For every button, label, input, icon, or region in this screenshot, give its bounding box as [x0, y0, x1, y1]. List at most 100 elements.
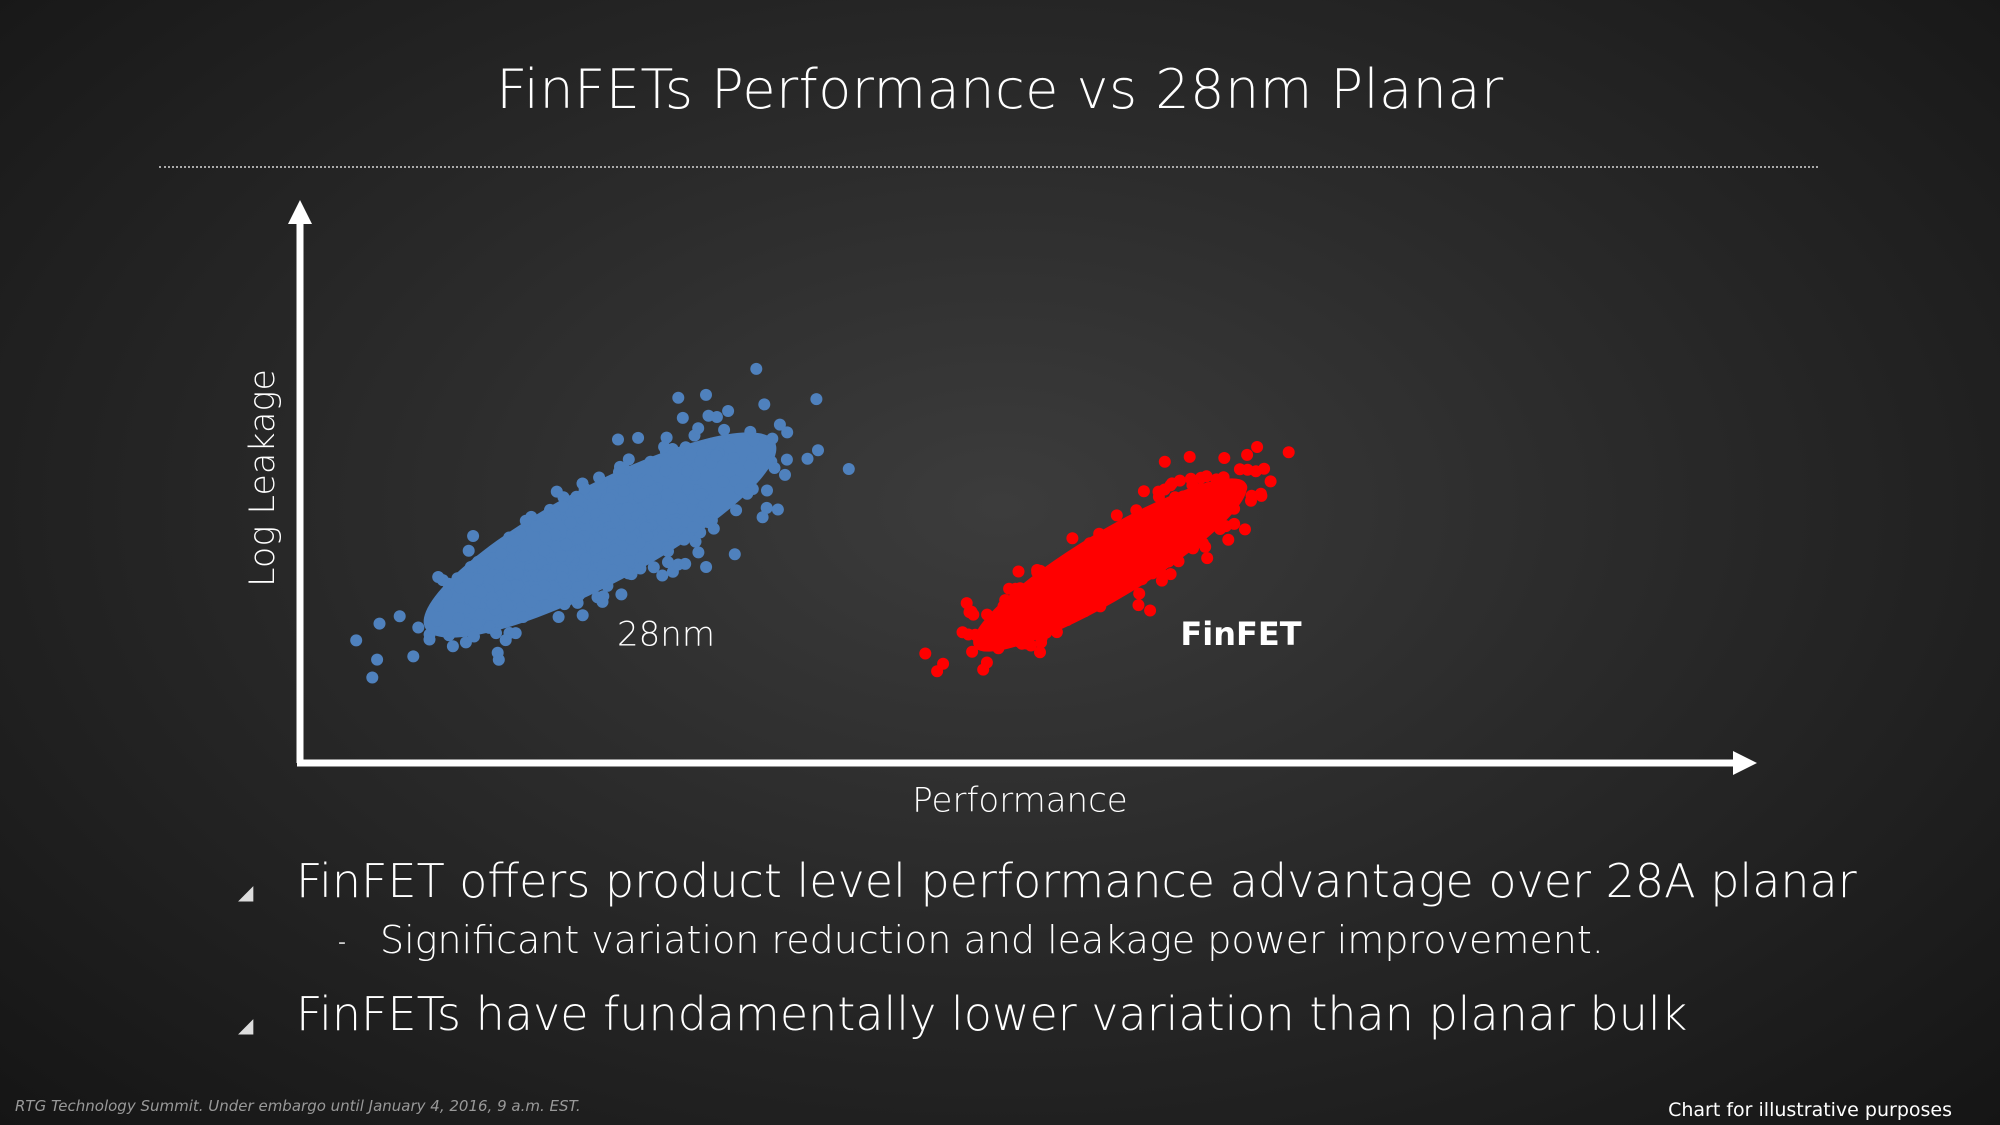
scatter-point [1156, 569, 1169, 581]
scatter-point [442, 577, 455, 590]
scatter-point [639, 521, 652, 534]
scatter-point [781, 426, 794, 439]
bullet-marker: ◢ [238, 880, 254, 904]
scatter-point [596, 595, 609, 608]
scatter-point [1158, 455, 1171, 468]
scatter-point [555, 550, 568, 562]
scatter-point [431, 599, 444, 612]
scatter-point [407, 650, 420, 663]
scatter-point [536, 569, 549, 582]
scatter-point [498, 615, 511, 628]
scatter-point [544, 512, 556, 525]
scatter-point [571, 596, 584, 609]
scatter-point [1070, 560, 1083, 573]
scatter-point [658, 440, 671, 453]
scatter-point [1241, 448, 1254, 461]
scatter-point [1071, 584, 1084, 596]
scatter-point [1136, 539, 1149, 552]
scatter-point [672, 391, 685, 404]
scatter-point [371, 653, 384, 666]
scatter-point [615, 588, 628, 601]
scatter-point [608, 543, 621, 556]
scatter-point [644, 455, 657, 468]
scatter-point [717, 475, 730, 488]
y-axis-arrow [288, 200, 312, 224]
scatter-point [350, 634, 363, 647]
scatter-point [694, 488, 707, 501]
scatter-point [495, 547, 508, 560]
scatter-point [579, 552, 592, 565]
scatter-point [666, 502, 679, 515]
scatter-point [1245, 489, 1258, 502]
scatter-point [1143, 559, 1156, 572]
scatter-point [1255, 489, 1268, 502]
scatter-point [1093, 527, 1106, 540]
scatter-point [675, 502, 688, 515]
scatter-point [601, 579, 614, 592]
scatter-point [662, 556, 674, 569]
scatter-point [502, 580, 515, 593]
x-axis-arrow [1733, 751, 1757, 775]
scatter-point [1235, 481, 1248, 494]
scatter-point [758, 398, 771, 411]
scatter-point [960, 597, 973, 610]
scatter-point [1045, 583, 1058, 596]
group-label: 28nm [617, 615, 715, 655]
scatter-point [999, 594, 1012, 607]
scatter-point [919, 647, 932, 660]
scatter-point [1082, 584, 1095, 597]
slide-title: FinFETs Performance vs 28nm Planar [496, 58, 1504, 121]
scatter-point [1034, 646, 1046, 659]
scatter-point [962, 628, 975, 641]
bullet-text: FinFETs have fundamentally lower variati… [296, 987, 1688, 1041]
scatter-point [707, 522, 720, 535]
scatter-point [451, 572, 464, 585]
scatter-point [539, 530, 552, 543]
scatter-point [622, 453, 635, 466]
scatter-point [549, 528, 562, 541]
scatter-point [464, 561, 477, 573]
scatter-point [589, 488, 602, 500]
scatter-point [468, 630, 480, 643]
scatter-point [1197, 494, 1210, 507]
scatter-point [621, 502, 634, 515]
scatter-point [1210, 473, 1223, 486]
scatter-point [423, 633, 436, 646]
scatter-point [446, 640, 459, 653]
group-label: FinFET [1180, 615, 1301, 653]
footer-note: Chart for illustrative purposes [1668, 1099, 1952, 1121]
scatter-point [641, 474, 654, 487]
scatter-point [1164, 501, 1177, 514]
scatter-point [756, 511, 769, 524]
scatter-point [556, 500, 569, 513]
scatter-point [1144, 604, 1157, 617]
scatter-point [597, 569, 610, 582]
scatter-point [593, 471, 606, 484]
scatter-point [1158, 483, 1171, 496]
scatter-point [641, 497, 654, 510]
scatter-point [1121, 557, 1134, 570]
scatter-point [1133, 508, 1146, 521]
scatter-point [681, 464, 694, 477]
scatter-point [1056, 557, 1068, 570]
scatter-point [660, 431, 673, 444]
scatter-point [478, 553, 491, 566]
scatter-point [659, 464, 672, 477]
scatter-point [1137, 485, 1150, 498]
scatter-point [1199, 540, 1212, 553]
scatter-point [634, 562, 647, 575]
scatter-point [501, 599, 514, 612]
scatter-point [662, 545, 674, 558]
scatter-point [698, 497, 711, 510]
scatter-point [517, 611, 530, 623]
y-axis-label: Log Leakage [243, 369, 283, 587]
scatter-point [1162, 555, 1175, 568]
scatter-point [373, 617, 386, 630]
scatter-point [486, 597, 499, 610]
scatter-point [1258, 462, 1271, 475]
scatter-point [475, 586, 488, 599]
scatter-point [722, 405, 735, 417]
scatter-point [983, 618, 996, 630]
